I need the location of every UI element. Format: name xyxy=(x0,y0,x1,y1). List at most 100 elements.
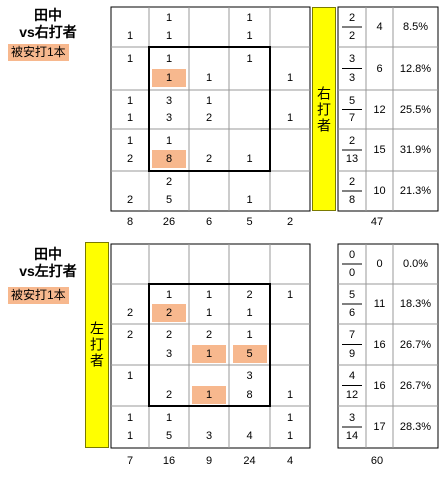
hits-allowed-badge: 被安打1本 xyxy=(8,44,69,61)
row-ratio-bottom: 6 xyxy=(348,306,356,319)
row-percent: 21.3% xyxy=(399,185,432,197)
zone-cell-top-value: 1 xyxy=(246,329,253,342)
row-ratio-bottom: 9 xyxy=(348,347,356,360)
zone-cell-top-value: 2 xyxy=(126,329,134,342)
row-total: 6 xyxy=(376,62,383,75)
row-ratio-bottom: 12 xyxy=(345,388,359,401)
row-total: 4 xyxy=(376,21,383,33)
column-total: 7 xyxy=(126,455,134,467)
row-ratio-top: 3 xyxy=(348,53,356,66)
row-ratio-bottom: 14 xyxy=(345,430,359,443)
zone-cell-bottom-value: 1 xyxy=(286,430,294,443)
batter-hand-band-right: 右打者 xyxy=(312,7,336,211)
zone-cell-top-value: 1 xyxy=(165,289,173,302)
zone-cell-top-value: 1 xyxy=(126,411,134,424)
hit-highlight xyxy=(152,68,186,87)
zone-cell-bottom-value: 2 xyxy=(126,153,134,166)
zone-cell-bottom-value: 3 xyxy=(165,347,173,360)
zone-cell-bottom-value: 3 xyxy=(165,112,173,125)
row-percent: 28.3% xyxy=(399,421,432,433)
zone-cell-bottom-value: 5 xyxy=(165,193,173,206)
zone-cell-top-value: 1 xyxy=(126,134,134,147)
zone-cell-top-value: 1 xyxy=(205,94,213,107)
zone-cell-top-value: 1 xyxy=(165,134,173,147)
hits-allowed-badge: 被安打1本 xyxy=(8,287,69,304)
row-total: 0 xyxy=(376,258,383,270)
row-ratio-bottom: 13 xyxy=(345,153,359,166)
grand-total: 60 xyxy=(370,455,384,467)
zone-cell-bottom-value: 1 xyxy=(246,193,253,206)
row-ratio-bottom: 8 xyxy=(348,193,356,206)
row-ratio-top: 2 xyxy=(348,12,356,25)
zone-cell-top-value: 1 xyxy=(165,12,173,25)
row-ratio-top: 5 xyxy=(348,94,356,107)
zone-cell-bottom-value: 1 xyxy=(286,388,294,401)
column-total: 4 xyxy=(286,455,294,467)
row-total: 16 xyxy=(373,379,386,392)
batter-hand-text: 右打者 xyxy=(316,86,332,134)
hit-highlight xyxy=(152,303,186,322)
row-ratio-bottom: 3 xyxy=(348,71,356,84)
zone-cell-bottom-value: 5 xyxy=(246,347,253,360)
row-total: 12 xyxy=(373,103,386,116)
batter-hand-label: 左打者 xyxy=(86,321,108,372)
zone-grid-left xyxy=(110,243,439,449)
zone-cell-bottom-value: 1 xyxy=(205,388,213,401)
zone-grid-right xyxy=(110,6,439,212)
row-ratio-top: 7 xyxy=(348,329,356,342)
panel-title: 田中 vs右打者 xyxy=(8,7,88,41)
zone-cell-bottom-value: 1 xyxy=(205,306,213,319)
zone-cell-top-value: 2 xyxy=(205,329,213,342)
zone-cell-top-value: 2 xyxy=(246,289,253,302)
zone-cell-bottom-value: 4 xyxy=(246,430,253,443)
zone-cell-top-value: 1 xyxy=(165,411,173,424)
column-total: 8 xyxy=(126,216,134,228)
zone-cell-bottom-value: 8 xyxy=(165,153,173,166)
zone-cell-top-value: 2 xyxy=(165,329,173,342)
zone-cell-bottom-value: 1 xyxy=(246,153,253,166)
zone-cell-top-value: 1 xyxy=(246,53,253,66)
zone-cell-bottom-value: 1 xyxy=(246,306,253,319)
row-ratio-top: 0 xyxy=(348,249,356,262)
strike-zone-border xyxy=(148,46,271,172)
strike-zone-border xyxy=(148,283,271,407)
row-percent: 25.5% xyxy=(399,103,432,116)
zone-cell-bottom-value: 2 xyxy=(126,306,134,319)
column-total: 26 xyxy=(162,216,176,228)
column-total: 5 xyxy=(246,216,253,228)
zone-cell-top-value: 3 xyxy=(165,94,173,107)
zone-cell-bottom-value: 2 xyxy=(205,112,213,125)
zone-cell-top-value: 1 xyxy=(205,289,213,302)
zone-cell-bottom-value: 2 xyxy=(126,193,134,206)
column-total: 24 xyxy=(243,455,256,467)
batter-hand-band-left: 左打者 xyxy=(85,242,109,448)
batter-hand-text: 左打者 xyxy=(89,321,105,369)
hit-highlight xyxy=(192,385,226,404)
zone-cell-bottom-value: 1 xyxy=(126,112,134,125)
row-total: 15 xyxy=(373,144,386,156)
zone-cell-bottom-value: 3 xyxy=(205,430,213,443)
zone-cell-bottom-value: 1 xyxy=(205,71,213,84)
batter-hand-label: 右打者 xyxy=(313,86,335,137)
row-ratio-top: 4 xyxy=(348,370,356,383)
zone-cell-top-value: 1 xyxy=(165,53,173,66)
zone-cell-bottom-value: 5 xyxy=(165,430,173,443)
row-percent: 18.3% xyxy=(399,298,432,310)
row-ratio-top: 2 xyxy=(348,176,356,189)
row-percent: 0.0% xyxy=(402,258,429,270)
zone-cell-bottom-value: 1 xyxy=(126,29,134,42)
row-ratio-bottom: 2 xyxy=(348,29,356,42)
row-total: 17 xyxy=(373,421,386,433)
zone-cell-top-value: 1 xyxy=(286,289,294,302)
row-ratio-bottom: 0 xyxy=(348,266,356,279)
zone-cell-bottom-value: 8 xyxy=(246,388,253,401)
zone-cell-top-value: 2 xyxy=(165,176,173,189)
zone-cell-bottom-value: 1 xyxy=(165,29,173,42)
panel-title: 田中 vs左打者 xyxy=(8,246,88,280)
row-ratio-top: 5 xyxy=(348,289,356,302)
zone-cell-bottom-value: 1 xyxy=(246,29,253,42)
zone-cell-bottom-value: 1 xyxy=(286,71,294,84)
zone-outer-border xyxy=(110,243,311,449)
row-percent: 26.7% xyxy=(399,338,432,351)
row-percent: 31.9% xyxy=(399,144,432,156)
